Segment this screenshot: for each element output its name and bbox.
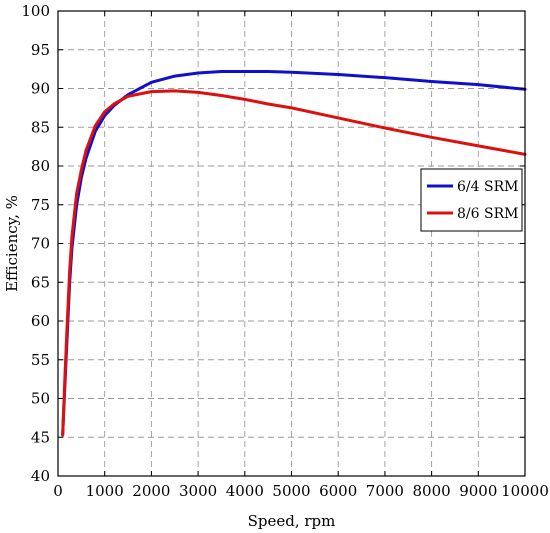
y-tick-label: 95 — [31, 41, 50, 59]
legend-box — [420, 168, 523, 232]
x-tick-label: 10000 — [501, 482, 549, 500]
x-tick-label: 1000 — [86, 482, 124, 500]
grid — [58, 11, 525, 476]
x-tick-label: 0 — [53, 482, 63, 500]
legend-label-8-6-srm: 8/6 SRM — [457, 206, 518, 222]
x-tick-label: 8000 — [413, 482, 451, 500]
series-line-6-4-srm — [61, 69, 527, 437]
y-tick-label: 45 — [31, 428, 50, 446]
x-tick-label: 7000 — [366, 482, 404, 500]
y-tick-label: 80 — [31, 157, 50, 175]
y-tick-label: 65 — [31, 273, 50, 291]
series-lines — [61, 69, 527, 437]
y-tick-label: 40 — [31, 467, 50, 485]
y-tick-label: 55 — [31, 351, 50, 369]
x-tick-label: 4000 — [226, 482, 264, 500]
y-tick-label: 100 — [21, 2, 50, 20]
axis-ticks — [57, 10, 526, 477]
y-tick-label: 70 — [31, 235, 50, 253]
x-tick-label: 5000 — [272, 482, 310, 500]
y-tick-label: 75 — [31, 196, 50, 214]
y-axis-label: Efficiency, % — [3, 195, 21, 292]
legend-label-6-4-srm: 6/4 SRM — [457, 179, 518, 195]
x-tick-label: 3000 — [179, 482, 217, 500]
x-axis-label: Speed, rpm — [248, 512, 336, 530]
series-line-8-6-srm — [61, 89, 527, 437]
y-tick-label: 90 — [31, 80, 50, 98]
x-tick-label: 6000 — [319, 482, 357, 500]
x-tick-label: 9000 — [459, 482, 497, 500]
y-tick-label: 50 — [31, 390, 50, 408]
x-tick-label: 2000 — [132, 482, 170, 500]
tick-labels: 0 1000 2000 3000 4000 5000 6000 7000 8000 9000 100… — [21, 2, 549, 500]
y-tick-label: 60 — [31, 312, 50, 330]
y-tick-label: 85 — [31, 118, 50, 136]
legend: 6/4 SRM 8/6 SRM — [420, 168, 523, 232]
